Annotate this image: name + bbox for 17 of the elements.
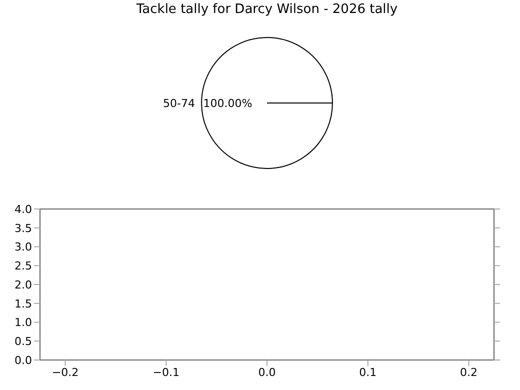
x-tick-label: −0.2	[52, 366, 79, 379]
chart-title: Tackle tally for Darcy Wilson - 2026 tally	[135, 2, 399, 17]
y-tick-label: 0.5	[14, 335, 32, 348]
x-tick-label: 0.2	[460, 366, 478, 379]
y-tick-label: 2.0	[14, 278, 32, 292]
y-tick-label: 1.5	[14, 297, 32, 310]
x-tick-label: 0.0	[258, 366, 276, 379]
x-tick-label: −0.1	[152, 366, 180, 379]
y-tick-label: 4.0	[14, 202, 32, 216]
x-tick-label: 0.1	[359, 366, 377, 379]
y-tick-label: 1.0	[14, 316, 32, 330]
y-tick-label: 0.0	[14, 354, 32, 367]
data-label: 100.00%	[203, 97, 252, 110]
slice-label: 50-74	[163, 97, 195, 110]
y-tick-label: 3.0	[14, 240, 32, 254]
y-tick-label: 2.5	[14, 260, 32, 273]
y-tick-label: 3.5	[14, 222, 32, 235]
